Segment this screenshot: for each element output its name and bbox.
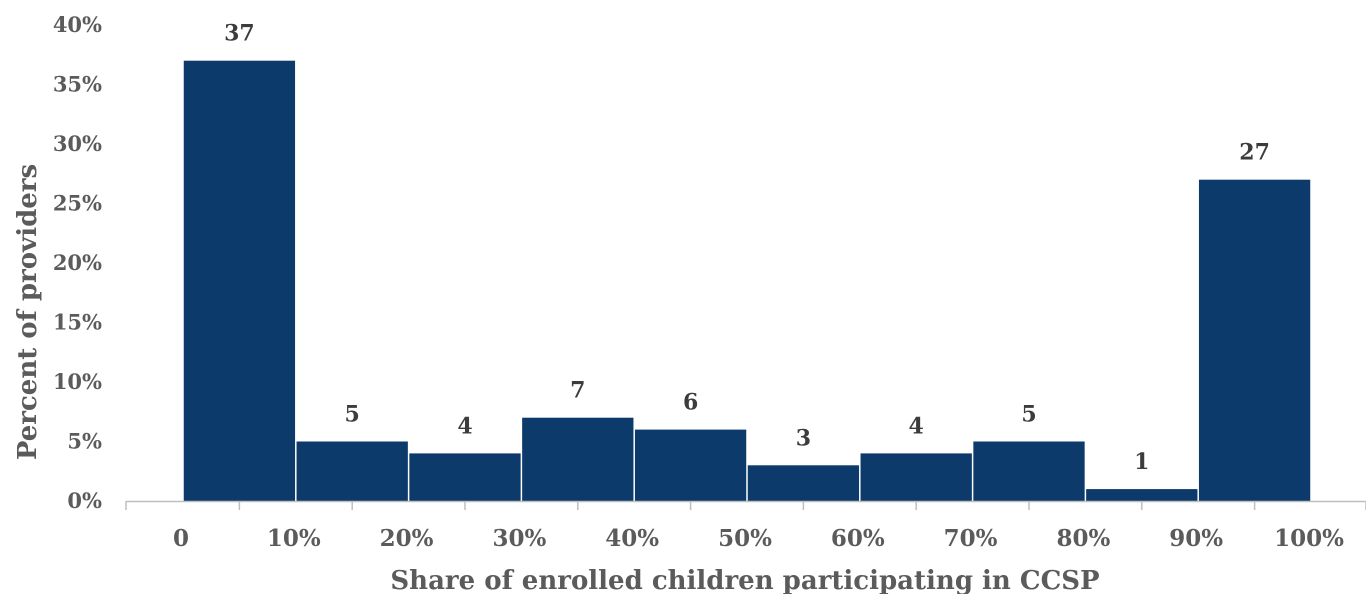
bar-data-label: 5 [345, 402, 360, 428]
x-tick-label: 20% [380, 525, 434, 552]
data-labels-group: 37 5 4 7 6 3 4 5 1 27 [224, 21, 1270, 475]
x-axis-title: Share of enrolled children participating… [390, 566, 1099, 594]
bars-group [183, 60, 1311, 501]
histogram-bar [634, 429, 747, 501]
bar-data-label: 4 [909, 413, 924, 439]
histogram-bar [1198, 179, 1311, 501]
histogram-bar [1086, 489, 1198, 501]
x-tick-label: 80% [1056, 525, 1110, 552]
bar-data-label: 6 [683, 390, 698, 416]
y-tick-label: 40% [53, 12, 102, 37]
y-tick-label: 30% [53, 131, 102, 156]
y-tick-label: 10% [53, 369, 102, 394]
x-tick-label: 90% [1169, 525, 1223, 552]
y-axis-title: Percent of providers [13, 164, 43, 460]
x-axis-ticks: 0 10% 20% 30% 40% 50% 60% 70% 80% 90% 100% [125, 501, 1366, 552]
bar-data-label: 4 [457, 413, 472, 439]
y-axis-ticks: 0% 5% 10% 15% 20% 25% 30% 35% 40% [53, 12, 102, 513]
histogram-bar [183, 60, 296, 501]
x-tick-label: 70% [944, 525, 998, 552]
x-tick-label: 0 [173, 525, 189, 552]
bar-data-label: 1 [1134, 449, 1149, 475]
y-tick-label: 5% [67, 429, 102, 454]
x-tick-label: 30% [492, 525, 546, 552]
bar-data-label: 37 [224, 21, 255, 47]
y-tick-label: 25% [53, 191, 102, 216]
y-tick-label: 0% [67, 488, 102, 513]
x-tick-label: 10% [267, 525, 321, 552]
bar-data-label: 5 [1021, 402, 1036, 428]
x-tick-label: 100% [1274, 525, 1344, 552]
histogram-bar [409, 453, 521, 501]
histogram-bar [860, 453, 972, 501]
histogram-bar [973, 441, 1085, 501]
bar-data-label: 3 [796, 425, 811, 451]
histogram-bar [747, 465, 860, 501]
y-tick-label: 35% [53, 72, 102, 97]
bar-data-label: 27 [1239, 140, 1270, 166]
x-tick-label: 40% [605, 525, 659, 552]
histogram-bar [296, 441, 408, 501]
x-tick-label: 60% [831, 525, 885, 552]
x-tick-label: 50% [718, 525, 772, 552]
y-tick-label: 20% [53, 250, 102, 275]
bar-data-label: 7 [570, 378, 585, 404]
histogram-bar [522, 417, 634, 501]
y-tick-label: 15% [53, 310, 102, 335]
